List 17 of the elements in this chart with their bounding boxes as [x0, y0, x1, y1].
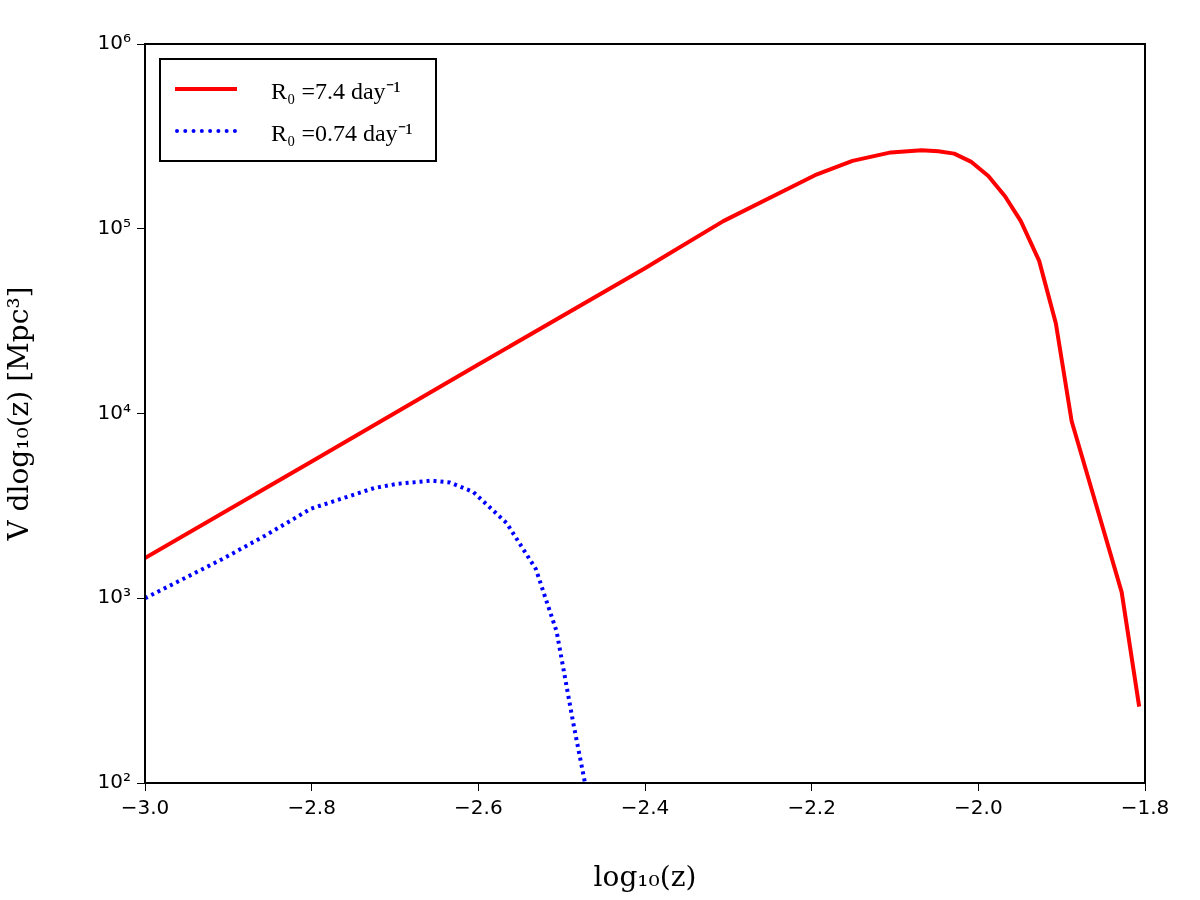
- y-tick-label: 10⁶: [97, 30, 131, 55]
- y-tick-label: 10⁴: [97, 399, 131, 424]
- x-tick-label: −3.0: [120, 795, 170, 820]
- x-tick-label: −1.8: [1120, 795, 1170, 820]
- y-tick-label: 10⁵: [97, 214, 131, 239]
- y-axis-title: V dlog₁₀(z) [Mpc³]: [2, 286, 36, 542]
- line-series: [145, 478, 587, 783]
- x-tick-label: −2.0: [954, 795, 1003, 820]
- legend-label: R₀ =0.74 day⁻¹: [271, 118, 413, 148]
- x-axis-title: log₁₀(z): [593, 860, 697, 894]
- x-tick-label: −2.4: [620, 795, 670, 820]
- x-tick-label: −2.8: [287, 795, 336, 820]
- y-tick-label: 10²: [97, 769, 131, 794]
- x-tick-label: −2.2: [787, 795, 836, 820]
- y-tick-label: 10³: [97, 584, 131, 609]
- x-tick-label: −2.6: [454, 795, 503, 820]
- legend-label: R₀ =7.4 day⁻¹: [271, 76, 401, 106]
